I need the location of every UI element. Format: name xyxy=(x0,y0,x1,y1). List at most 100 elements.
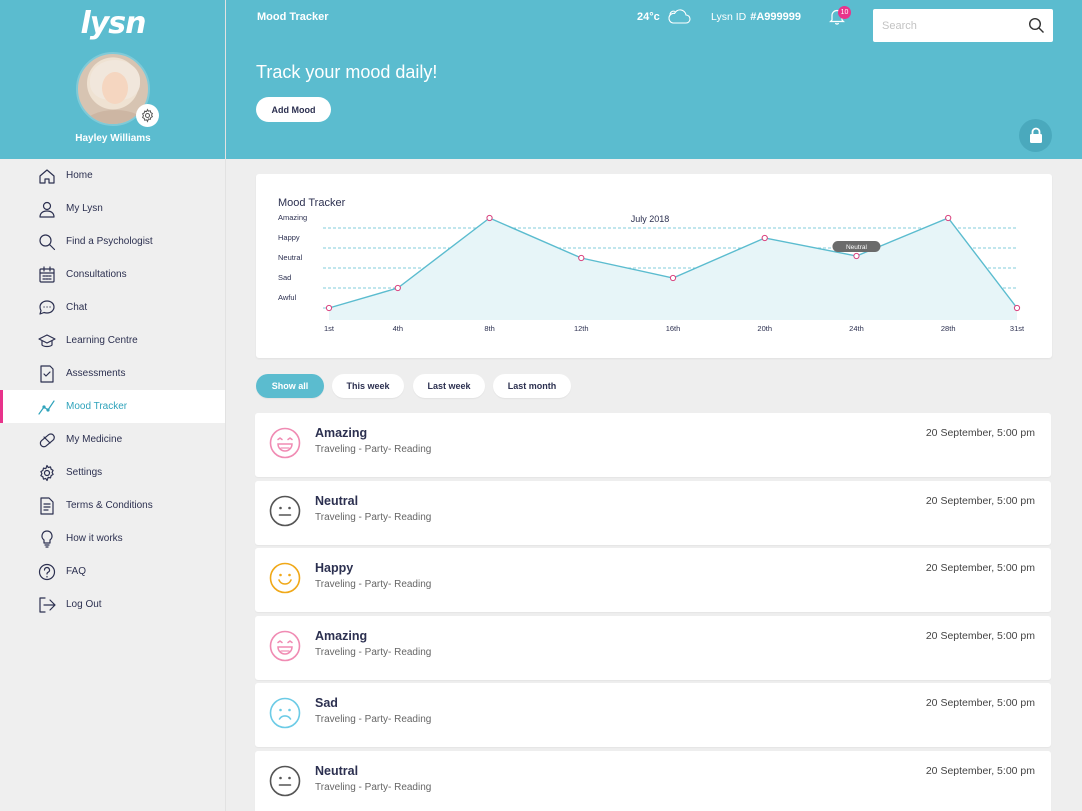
data-point xyxy=(325,304,333,312)
mood-entry[interactable]: Amazing Traveling - Party- Reading 20 Sept… xyxy=(255,615,1051,680)
data-point xyxy=(945,214,952,222)
lysn-id-value: #A999999 xyxy=(750,11,801,23)
mood-entry[interactable]: Sad Traveling - Party- Reading 20 Septembe… xyxy=(255,683,1051,747)
amazing-face-icon xyxy=(269,630,301,662)
sidebar-item-label: My Medicine xyxy=(66,434,123,445)
sidebar-item-my-lysn[interactable]: My Lysn xyxy=(0,192,225,225)
mood-entry[interactable]: Neutral Traveling - Party- Reading 20 Sept… xyxy=(255,750,1051,811)
sidebar: lysn Hayley Williams Home My Lysn Find a P… xyxy=(0,0,226,811)
data-point xyxy=(394,284,401,292)
sidebar-item-home[interactable]: Home xyxy=(0,159,225,192)
header: Mood Tracker 24°c Lysn ID#A999999 10 Tra… xyxy=(226,0,1082,159)
question-icon xyxy=(38,563,56,581)
y-tick-label: Neutral xyxy=(278,253,303,262)
add-mood-button[interactable]: Add Mood xyxy=(256,97,331,122)
mood-entry-list: Amazing Traveling - Party- Reading 20 Sept… xyxy=(255,413,1051,811)
filter-last-week[interactable]: Last week xyxy=(413,374,485,398)
sidebar-item-label: My Lysn xyxy=(66,203,103,214)
sidebar-item-label: FAQ xyxy=(66,566,87,577)
graduation-cap-icon xyxy=(38,332,56,350)
sidebar-item-label: Assessments xyxy=(66,368,126,379)
sidebar-item-mood-tracker[interactable]: Mood Tracker xyxy=(0,390,225,423)
sidebar-item-settings[interactable]: Settings xyxy=(0,456,225,489)
x-tick-label: 20th xyxy=(757,324,772,333)
mood-entry-tags: Traveling - Party- Reading xyxy=(315,511,432,523)
hero-title: Track your mood daily! xyxy=(256,62,438,82)
weather-cloud-icon xyxy=(667,8,691,30)
x-tick-label: 8th xyxy=(484,324,494,333)
mood-entry-time: 20 September, 5:00 pm xyxy=(925,697,1035,709)
chart-heading: Mood Tracker xyxy=(278,197,346,209)
lysn-logo[interactable]: lysn xyxy=(80,6,146,41)
calendar-icon xyxy=(38,265,56,284)
sad-face-icon xyxy=(269,697,301,729)
data-point xyxy=(578,254,585,262)
mood-entry-tags: Traveling - Party- Reading xyxy=(315,714,432,725)
sidebar-item-label: How it works xyxy=(66,533,123,544)
sidebar-item-my-medicine[interactable]: My Medicine xyxy=(0,423,225,456)
x-tick-label: 4th xyxy=(393,324,403,333)
filter-this-week[interactable]: This week xyxy=(332,374,404,398)
sidebar-item-how-it-works[interactable]: How it works xyxy=(0,522,225,555)
mood-entry-mood: Neutral xyxy=(315,493,359,508)
lock-icon[interactable] xyxy=(1019,119,1052,152)
chart-area xyxy=(329,218,1017,320)
search-input[interactable] xyxy=(873,9,1013,42)
sidebar-item-chat[interactable]: Chat xyxy=(0,291,225,324)
y-tick-label: Sad xyxy=(278,273,291,282)
lysn-id-label: Lysn ID xyxy=(711,11,747,23)
filter-show-all[interactable]: Show all xyxy=(256,374,324,398)
lightbulb-icon xyxy=(38,529,56,548)
mood-line-chart: Awful Sad Neutral Happy Amazing 1st 4th 8th 12th… xyxy=(278,213,1025,333)
chart-title: July 2018 xyxy=(631,214,670,224)
home-icon xyxy=(38,167,56,185)
sidebar-item-find-a-psychologist[interactable]: Find a Psychologist xyxy=(0,225,225,258)
sidebar-item-label: Mood Tracker xyxy=(66,401,128,412)
profile-settings-gear-icon[interactable] xyxy=(136,104,159,127)
mood-entry-tags: Traveling - Party- Reading xyxy=(315,579,432,590)
search-icon[interactable] xyxy=(1028,17,1045,39)
mood-entry[interactable]: Happy Traveling - Party- Reading 20 Septem… xyxy=(255,548,1051,612)
lysn-id: Lysn ID #A999999 xyxy=(711,11,801,23)
data-point xyxy=(669,274,677,282)
mood-entry-tags: Traveling - Party- Reading xyxy=(315,444,432,455)
trend-line-icon xyxy=(38,398,56,416)
sidebar-item-assessments[interactable]: Assessments xyxy=(0,357,225,390)
sidebar-item-label: Terms & Conditions xyxy=(66,500,153,511)
tooltip-label: Neutral xyxy=(846,244,868,251)
happy-face-icon xyxy=(269,562,301,594)
search-box xyxy=(873,9,1053,42)
data-point xyxy=(486,214,493,222)
tooltip-bubble xyxy=(832,241,881,252)
sidebar-item-label: Settings xyxy=(66,467,103,478)
mood-chart-card: Mood Tracker Awful Sad Neutral Happy Amazing… xyxy=(256,174,1052,358)
mood-entry[interactable]: Neutral Traveling - Party- Reading 20 Sept… xyxy=(255,480,1051,545)
data-point xyxy=(1013,304,1021,312)
mood-entry-mood: Neutral xyxy=(315,763,359,778)
user-icon xyxy=(38,200,56,218)
notification-count-badge: 10 xyxy=(838,6,851,19)
sidebar-item-learning-centre[interactable]: Learning Centre xyxy=(0,324,225,357)
x-tick-label: 31st xyxy=(1010,324,1025,333)
mood-entry-time: 20 September, 5:00 pm xyxy=(925,562,1035,574)
sidebar-item-log-out[interactable]: Log Out xyxy=(0,588,225,621)
chat-icon xyxy=(38,299,56,317)
x-tick-label: 24th xyxy=(849,324,864,333)
mood-entry-tags: Traveling - Party- Reading xyxy=(315,781,432,793)
sidebar-item-faq[interactable]: FAQ xyxy=(0,555,225,588)
mood-entry[interactable]: Amazing Traveling - Party- Reading 20 Sept… xyxy=(255,413,1051,477)
x-tick-label: 12th xyxy=(574,324,589,333)
y-tick-label: Awful xyxy=(278,293,297,302)
avatar[interactable] xyxy=(76,52,150,126)
mood-entry-time: 20 September, 5:00 pm xyxy=(925,629,1035,642)
pill-icon xyxy=(38,431,56,449)
filter-last-month[interactable]: Last month xyxy=(493,374,571,398)
sidebar-item-terms-conditions[interactable]: Terms & Conditions xyxy=(0,489,225,522)
sidebar-item-label: Chat xyxy=(66,302,88,313)
x-tick-label: 16th xyxy=(666,324,681,333)
sidebar-item-label: Consultations xyxy=(66,269,127,280)
x-tick-label: 1st xyxy=(324,324,335,333)
sidebar-item-consultations[interactable]: Consultations xyxy=(0,258,225,291)
mood-entry-tags: Traveling - Party- Reading xyxy=(315,646,432,658)
sidebar-item-label: Home xyxy=(66,170,93,181)
